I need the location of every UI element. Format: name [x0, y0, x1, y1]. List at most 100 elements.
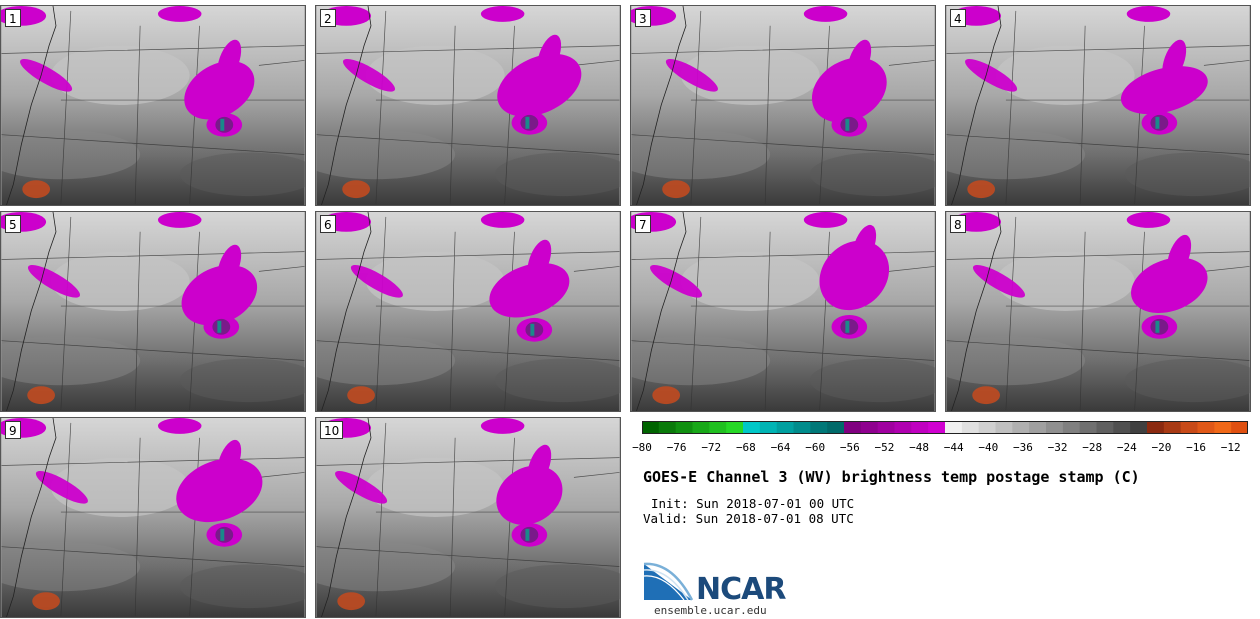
cold-cloud-top — [845, 118, 850, 131]
cold-cloud-top — [217, 320, 222, 333]
colorbar-segment — [726, 421, 744, 434]
panel-number: 4 — [950, 9, 966, 27]
map-panel-7: 7 — [630, 211, 936, 412]
colorbar-segment — [1062, 421, 1081, 434]
colorbar-segment — [877, 421, 895, 434]
storm-core — [1150, 318, 1169, 335]
colorbar-tick-label: −72 — [701, 441, 722, 454]
colorbar-segment — [1147, 421, 1165, 434]
warm-area — [22, 180, 51, 199]
warm-area — [347, 386, 375, 405]
convection-system — [527, 239, 552, 282]
coastline — [636, 6, 687, 205]
colorbar-tick-label: −36 — [1012, 441, 1033, 454]
colorbar-tick-label: −44 — [943, 441, 964, 454]
convection-system — [184, 60, 255, 120]
state-borders — [946, 216, 1250, 411]
moisture-patch — [809, 152, 935, 197]
convection-system — [527, 444, 552, 487]
colorbar-segment — [860, 421, 879, 434]
convection-system — [157, 6, 202, 22]
colorbar-tick-label: −52 — [874, 441, 895, 454]
colorbar-segment — [1130, 421, 1148, 434]
colorbar-segment — [1096, 421, 1114, 434]
ncar-logo — [643, 562, 694, 601]
convection-system — [217, 439, 242, 482]
convection-system — [350, 264, 403, 298]
moisture-patch — [366, 45, 505, 106]
panel-number: 9 — [5, 421, 21, 439]
colorbar-segment — [1214, 421, 1232, 434]
map-panel-3: 3 — [630, 5, 936, 206]
colorbar-segment — [894, 421, 912, 434]
convection-system — [803, 212, 848, 228]
colorbar-tick-label: −12 — [1220, 441, 1241, 454]
colorbar-tick-label: −56 — [839, 441, 860, 454]
moisture-patch — [1124, 152, 1250, 197]
coastline — [951, 212, 1002, 411]
coastline — [6, 6, 57, 205]
colorbar-tick-label: −76 — [666, 441, 687, 454]
coastline — [321, 6, 372, 205]
colorbar-segment — [743, 421, 761, 434]
storm-core — [1150, 114, 1169, 131]
convection-system — [217, 39, 242, 82]
convection-system — [480, 418, 525, 434]
colorbar-tick-label: −20 — [1151, 441, 1172, 454]
warm-area — [662, 180, 690, 199]
moisture-patch — [631, 335, 771, 386]
cold-cloud-top — [1155, 320, 1160, 333]
warm-area — [337, 592, 366, 611]
convection-system — [157, 212, 202, 228]
moisture-patch — [946, 129, 1086, 180]
colorbar-segment — [928, 421, 946, 434]
cold-cloud-top — [525, 116, 530, 129]
panel-number: 3 — [635, 9, 651, 27]
convection-system — [1120, 66, 1208, 115]
moisture-patch — [946, 335, 1086, 386]
map-image — [631, 6, 935, 205]
moisture-patch — [316, 335, 456, 386]
colorbar-segment — [1046, 421, 1064, 434]
panel-number: 8 — [950, 215, 966, 233]
colorbar-segment — [810, 421, 828, 434]
panel-number: 1 — [5, 9, 21, 27]
convection-system — [847, 39, 872, 82]
colorbar-segment — [1197, 421, 1215, 434]
panel-number: 7 — [635, 215, 651, 233]
colorbar-segment — [1163, 421, 1182, 434]
colorbar-segment — [1180, 421, 1198, 434]
moisture-patch — [51, 45, 190, 106]
valid-time: Valid: Sun 2018-07-01 08 UTC — [643, 511, 854, 526]
convection-system — [480, 212, 525, 228]
convection-system — [217, 244, 242, 287]
moisture-patch — [1, 129, 141, 180]
map-panel-5: 5 — [0, 211, 306, 412]
site-url: ensemble.ucar.edu — [654, 604, 767, 617]
moisture-patch — [996, 45, 1135, 106]
map-image — [1, 212, 305, 411]
colorbar-segment — [1113, 421, 1131, 434]
moisture-patch — [179, 358, 305, 403]
colorbar-tick-label: −40 — [978, 441, 999, 454]
panel-number: 5 — [5, 215, 21, 233]
moisture-patch — [996, 251, 1135, 312]
colorbar-segment — [961, 421, 980, 434]
init-time: Init: Sun 2018-07-01 00 UTC — [651, 496, 855, 511]
figure-title: GOES-E Channel 3 (WV) brightness temp po… — [643, 468, 1140, 486]
map-panel-1: 1 — [0, 5, 306, 206]
moisture-patch — [316, 541, 456, 592]
map-panel-9: 9 — [0, 417, 306, 618]
colorbar-segment — [1231, 421, 1248, 434]
convection-system — [811, 57, 887, 123]
map-panel-8: 8 — [945, 211, 1251, 412]
colorbar-segment — [1012, 421, 1030, 434]
map-image — [1, 6, 305, 205]
map-image — [316, 212, 620, 411]
cold-cloud-top — [220, 528, 225, 541]
moisture-patch — [1124, 358, 1250, 403]
convection-system — [496, 465, 563, 525]
moisture-patch — [631, 129, 771, 180]
convection-system — [965, 58, 1018, 92]
warm-area — [967, 180, 996, 199]
